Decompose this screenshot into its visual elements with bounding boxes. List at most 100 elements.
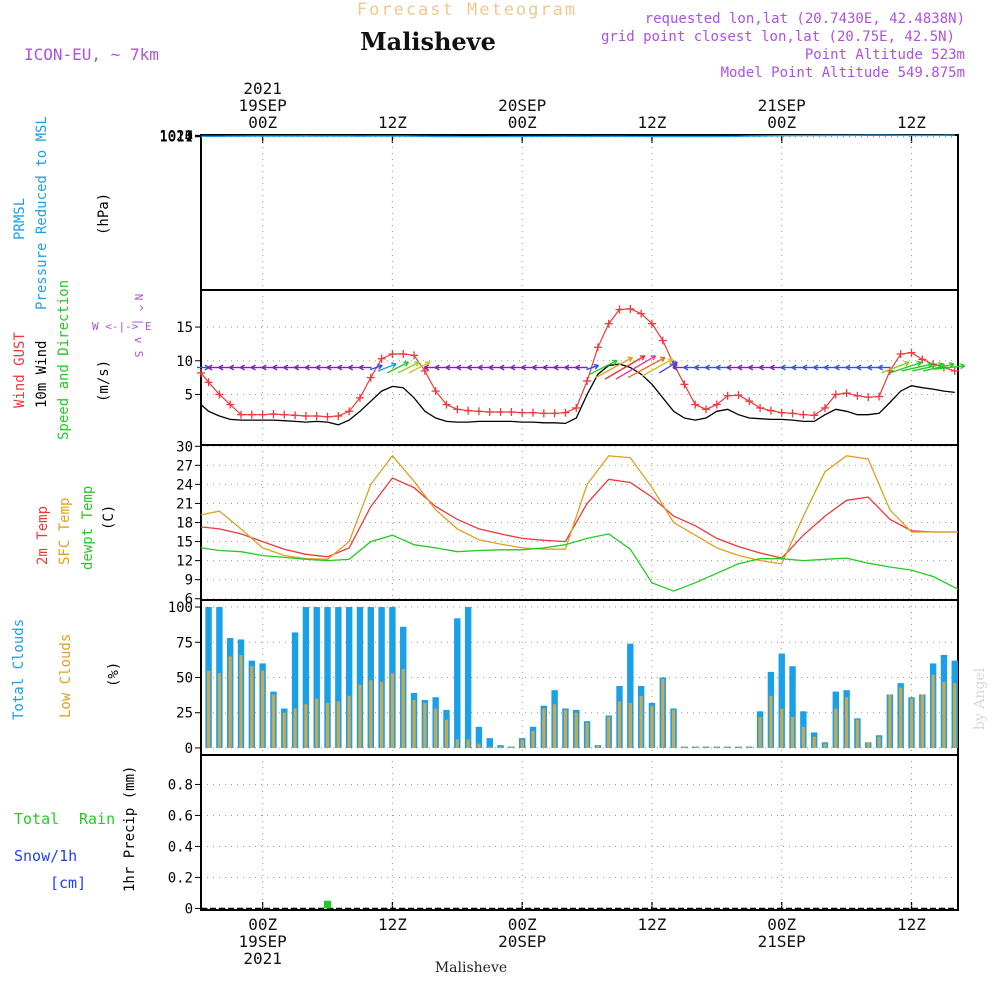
wind-arrow	[218, 364, 231, 371]
label-prmsl: PRMSL	[12, 198, 28, 240]
wind-arrow-head	[867, 366, 873, 371]
low-cloud-bar	[390, 673, 395, 748]
wind-arrow	[933, 363, 966, 370]
wind-labels: Wind GUST 10m Wind Speed and Direction (…	[12, 280, 152, 440]
wind-arrow	[845, 364, 859, 371]
wind-arrow-head	[823, 364, 829, 369]
wind-arrow-head	[283, 364, 289, 369]
wind-arrow-head	[877, 364, 884, 369]
cloud-labels: Total Clouds Low Clouds (%)	[11, 619, 122, 720]
wind-arrow-shaft	[890, 361, 922, 374]
wind-arrow	[337, 364, 350, 371]
total-cloud-bar	[335, 607, 342, 748]
wind-arrow-head	[378, 364, 383, 370]
wind-arrow-head	[358, 366, 364, 371]
wind-arrow-shaft	[386, 361, 409, 374]
low-cloud-bar	[909, 698, 914, 748]
label-wind-unit: (m/s)	[96, 360, 112, 402]
wind-arrow-head	[904, 360, 910, 364]
wind-arrow	[823, 364, 837, 371]
gust-marker	[875, 392, 884, 401]
wind-arrow-head	[261, 366, 267, 371]
wind-arrow-head	[704, 364, 711, 369]
gust-marker	[615, 305, 624, 314]
wind-arrow	[595, 356, 634, 379]
wind-arrow-head	[392, 363, 397, 369]
y-tick-label: 9	[185, 573, 193, 589]
low-cloud-bar	[596, 745, 600, 748]
gust-marker	[366, 373, 375, 382]
info-line-1: requested lon,lat (20.7430E, 42.4838N)	[645, 11, 965, 27]
time-tick-label: 00Z	[767, 113, 796, 132]
wind-arrow	[589, 359, 618, 375]
gust-marker	[680, 380, 689, 389]
wind-arrow	[791, 364, 805, 371]
time-tick-label: 12Z	[638, 113, 667, 132]
low-cloud-bar	[790, 716, 795, 748]
low-cloud-bar	[899, 687, 903, 748]
wind-arrow-head	[415, 361, 420, 367]
wind-arrow-head	[867, 364, 873, 369]
wind-arrow-head	[542, 366, 548, 371]
wind-arrow	[499, 364, 513, 371]
gust-marker	[550, 409, 559, 418]
low-cloud-bar	[671, 709, 676, 748]
wind-arrow-shaft	[881, 361, 910, 374]
y-tick-label: 21	[176, 496, 193, 512]
wind-arrow-head	[748, 364, 754, 369]
y-tick-label: 12	[176, 554, 193, 570]
wind-arrow-head	[218, 364, 224, 369]
time-tick-label: 12Z	[378, 915, 407, 934]
y-tick-label: 10	[176, 354, 193, 370]
gust-marker	[528, 408, 537, 417]
total-cloud-bar	[497, 745, 504, 748]
info-line-4: Model Point Altitude 549.875m	[721, 65, 965, 81]
wind-arrow-head	[477, 364, 483, 369]
low-cloud-bar	[412, 700, 416, 748]
gust-marker	[723, 391, 732, 400]
total-cloud-bar	[356, 607, 364, 748]
wind-arrow-head	[823, 366, 829, 371]
low-cloud-bar	[563, 709, 568, 748]
wind-arrow-head	[358, 364, 364, 369]
wind-arrow	[250, 364, 264, 371]
low-cloud-bar	[228, 656, 232, 748]
gust-marker	[474, 407, 483, 416]
wind-arrow	[358, 364, 372, 371]
time-tick-label: 00Z	[767, 915, 796, 934]
low-cloud-bar	[498, 746, 503, 748]
gust-marker	[301, 412, 310, 421]
low-cloud-bar	[801, 726, 805, 748]
gust-marker	[864, 393, 873, 402]
time-tick-label: 21SEP	[758, 932, 806, 951]
wind-arrow-head	[856, 364, 862, 369]
gust-marker	[950, 366, 959, 375]
y-tick-label: 30	[176, 439, 193, 455]
y-tick-label: 0.2	[168, 870, 193, 886]
gust-marker	[431, 387, 440, 396]
low-cloud-bar	[520, 739, 524, 748]
low-cloud-bar	[217, 673, 221, 748]
gust-marker	[572, 403, 581, 412]
low-cloud-bar	[325, 702, 330, 748]
wind-arrow-head	[769, 364, 775, 369]
gust-marker	[907, 348, 916, 357]
low-cloud-bar	[574, 712, 578, 748]
y-tick-label: 5	[185, 387, 193, 403]
info-line-2: grid point closest lon,lat (20.75E, 42.5…	[601, 29, 955, 45]
gust-marker	[485, 407, 494, 416]
wind-arrow-head	[229, 364, 235, 369]
wind-arrow-head	[748, 366, 754, 371]
wind-arrow-shaft	[589, 360, 618, 375]
gust-marker	[658, 336, 667, 345]
wind-arrow-head	[250, 366, 256, 371]
wind-arrow-head	[315, 366, 321, 371]
wind-arrow-head	[294, 366, 300, 371]
wind-arrow-head	[434, 364, 440, 369]
wind-arrow-head	[917, 361, 922, 367]
time-tick-label: 2021	[243, 79, 282, 98]
label-wind10: 10m Wind	[34, 341, 50, 408]
time-tick-label: 00Z	[508, 113, 537, 132]
